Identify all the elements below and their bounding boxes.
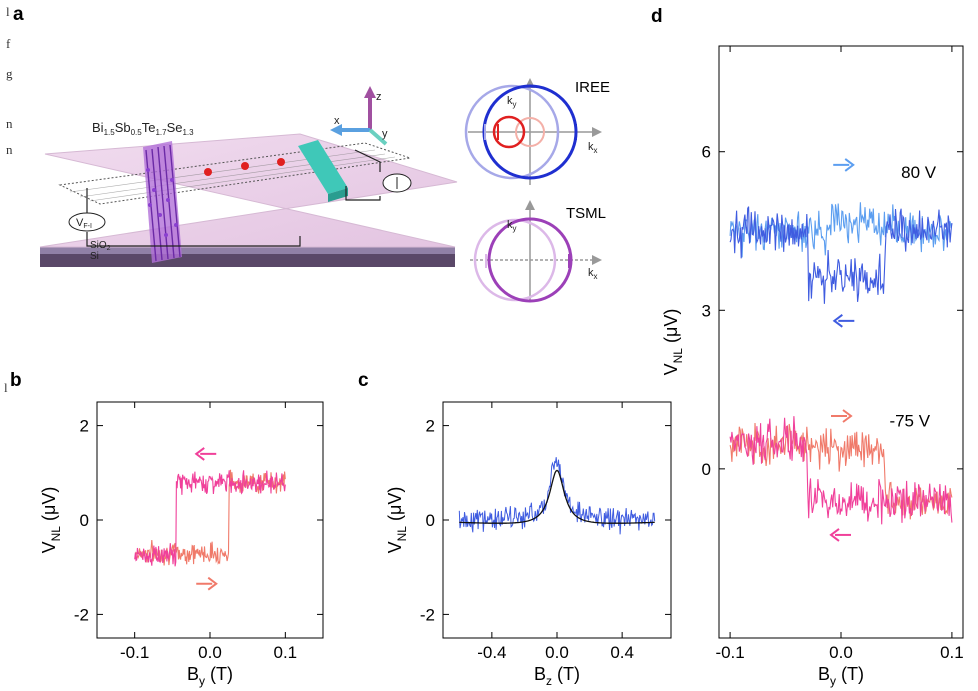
data-series xyxy=(729,416,953,525)
spin-markers xyxy=(204,158,285,176)
device-schematic: VF-I z x y Bi1.5Sb0.5Te1.7Se1.3 SiO2 Si xyxy=(39,86,458,267)
x-tick-label: -0.4 xyxy=(477,643,506,662)
panel-label-d: d xyxy=(651,6,663,27)
y-axis-label: VNL (μV) xyxy=(385,487,409,554)
tsml-kx: kx xyxy=(588,267,598,281)
plot-frame xyxy=(96,401,324,639)
y-tick-label: 0 xyxy=(80,511,89,530)
axis-z: z xyxy=(376,91,382,103)
edge-char: f xyxy=(6,36,11,51)
x-tick-label: 0.0 xyxy=(829,643,853,662)
y-tick-label: 6 xyxy=(702,143,711,162)
fit-curve xyxy=(459,469,655,524)
iree-kx: kx xyxy=(588,141,598,155)
tsml-title: TSML xyxy=(566,205,606,222)
tsml-diagram: ky kx TSML xyxy=(470,200,606,303)
edge-char: g xyxy=(6,66,13,81)
material-label: Bi1.5Sb0.5Te1.7Se1.3 xyxy=(92,120,194,137)
iree-ky: ky xyxy=(507,95,517,109)
y-tick-label: -2 xyxy=(74,605,89,624)
data-series xyxy=(729,202,953,258)
panel-label-b: b xyxy=(10,370,22,391)
plot-frame xyxy=(718,45,964,639)
sweep-arrow-head xyxy=(829,528,840,542)
y-axis-label: VNL (μV) xyxy=(39,487,63,554)
y-axis-label: VNL (μV) xyxy=(661,309,685,376)
x-axis-label: By (T) xyxy=(187,664,233,688)
x-axis-label: By (T) xyxy=(818,664,864,688)
voltmeter-right xyxy=(382,173,412,193)
chart-panel-d: -0.1 0.0 0.1 0 3 6 By (T) VNL (μV) 80 V -75 V xyxy=(661,45,964,688)
y-tick-label: -2 xyxy=(420,605,435,624)
chart-panel-b: -0.1 0.0 0.1 -2 0 2 By (T) VNL (μV) xyxy=(39,401,324,688)
iree-title: IREE xyxy=(575,79,610,96)
tsml-ky: ky xyxy=(507,219,517,233)
voltmeter-left: VF-I xyxy=(68,212,106,232)
axis-y: y xyxy=(382,128,388,140)
panel-label-c: c xyxy=(358,370,369,391)
sio2-label: SiO2 xyxy=(90,240,111,252)
voltage-label: VF-I xyxy=(76,217,92,230)
y-tick-label: 2 xyxy=(426,417,435,436)
edge-char: n xyxy=(6,142,13,157)
x-tick-label: 0.1 xyxy=(940,643,964,662)
iree-diagram: ky kx IREE xyxy=(464,78,610,185)
sweep-arrow-head xyxy=(207,576,218,591)
circuit-wires xyxy=(86,149,381,247)
x-tick-label: 0.0 xyxy=(545,643,569,662)
sweep-arrow-head xyxy=(842,409,853,423)
sio2-layer xyxy=(40,247,455,254)
ferromagnet-electrode xyxy=(298,140,348,202)
edge-char: l xyxy=(6,4,10,19)
si-layer xyxy=(40,252,455,267)
chart-panel-c: -0.4 0.0 0.4 -2 0 2 Bz (T) VNL (μV) xyxy=(385,401,672,688)
y-tick-label: 3 xyxy=(702,301,711,320)
y-tick-label: 0 xyxy=(702,460,711,479)
axis-x: x xyxy=(334,115,340,127)
data-series xyxy=(729,422,953,520)
y-tick-label: 2 xyxy=(80,417,89,436)
edge-char: n xyxy=(6,116,13,131)
x-tick-label: 0.4 xyxy=(610,643,634,662)
x-tick-label: -0.1 xyxy=(715,643,744,662)
sweep-arrow-head xyxy=(844,158,855,172)
x-tick-label: 0.1 xyxy=(274,643,298,662)
gate-voltage-label: -75 V xyxy=(889,412,930,431)
y-tick-label: 0 xyxy=(426,511,435,530)
sweep-arrow-head xyxy=(194,447,205,461)
data-series xyxy=(458,457,656,535)
sweep-arrow-head xyxy=(832,314,843,328)
gate-voltage-label: 80 V xyxy=(901,163,937,182)
edge-char: l xyxy=(4,380,8,395)
graphene-channel xyxy=(58,142,411,205)
bsts-flake xyxy=(143,141,182,263)
si-label: Si xyxy=(90,251,99,262)
panel-label-a: a xyxy=(13,4,24,25)
data-series xyxy=(134,470,286,567)
x-tick-label: -0.1 xyxy=(120,643,149,662)
edge-text: l f g n n l xyxy=(4,4,13,395)
x-tick-label: 0.0 xyxy=(198,643,222,662)
data-series xyxy=(729,206,953,304)
x-axis-label: Bz (T) xyxy=(534,664,580,688)
coordinate-axes: z x y xyxy=(330,86,388,146)
